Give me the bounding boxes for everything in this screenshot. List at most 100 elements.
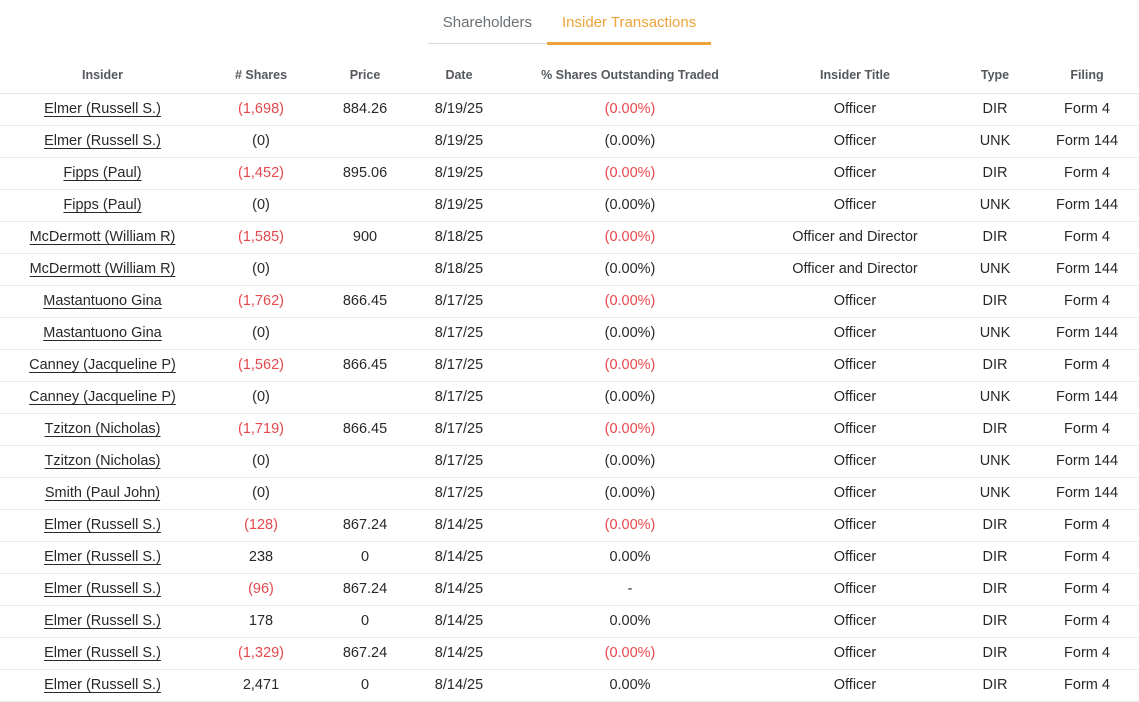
price-value: 866.45 [342, 293, 388, 309]
filing-cell: Form 144 [1035, 252, 1139, 285]
column-header-price: Price [317, 47, 413, 94]
filing-value: Form 4 [1064, 549, 1110, 565]
pct-cell: (0.00%) [505, 476, 755, 509]
shares-cell: 2,471 [205, 668, 317, 702]
tab-shareholders[interactable]: Shareholders [442, 14, 532, 31]
title-cell: Officer [755, 124, 955, 157]
insider-link[interactable]: Elmer (Russell S.) [44, 645, 161, 661]
pct-cell: (0.00%) [505, 93, 755, 125]
date-value: 8/17/25 [434, 357, 484, 373]
insider-cell: McDermott (William R) [0, 252, 205, 285]
title-cell: Officer [755, 284, 955, 317]
shares-cell: (0) [205, 444, 317, 477]
price-cell: 884.26 [317, 93, 413, 125]
shares-cell: (1,452) [205, 156, 317, 189]
shares-cell: 178 [205, 604, 317, 637]
date-value: 8/14/25 [434, 677, 484, 693]
shares-value: 2,471 [242, 677, 280, 693]
type-cell: DIR [955, 668, 1035, 702]
date-cell: 8/17/25 [413, 444, 505, 477]
title-cell: Officer and Director [755, 252, 955, 285]
type-cell: DIR [955, 604, 1035, 637]
shares-cell: (0) [205, 124, 317, 157]
pct-value: (0.00%) [604, 421, 656, 437]
price-cell [317, 252, 413, 285]
filing-cell: Form 4 [1035, 604, 1139, 637]
pct-value: (0.00%) [604, 389, 656, 405]
date-cell: 8/14/25 [413, 636, 505, 669]
insider-cell: Elmer (Russell S.) [0, 93, 205, 125]
insider-link[interactable]: Tzitzon (Nicholas) [44, 453, 161, 469]
pct-value: (0.00%) [604, 453, 656, 469]
date-cell: 8/18/25 [413, 220, 505, 253]
type-value: DIR [982, 677, 1008, 693]
insider-link[interactable]: Canney (Jacqueline P) [29, 357, 176, 373]
insider-link[interactable]: Mastantuono Gina [43, 293, 162, 309]
title-cell: Officer [755, 316, 955, 349]
type-cell: DIR [955, 540, 1035, 573]
type-value: DIR [982, 101, 1008, 117]
price-value: 866.45 [342, 357, 388, 373]
table-row: Elmer (Russell S.) 178 0 8/14/25 0.00% Office… [0, 604, 1139, 637]
insider-cell: McDermott (William R) [0, 220, 205, 253]
filing-value: Form 144 [1055, 325, 1119, 341]
insider-link[interactable]: Elmer (Russell S.) [44, 133, 161, 149]
filing-cell: Form 144 [1035, 124, 1139, 157]
shares-cell: (96) [205, 572, 317, 605]
shares-value: (0) [252, 261, 270, 277]
insider-link[interactable]: Fipps (Paul) [63, 165, 142, 181]
insider-link[interactable]: Smith (Paul John) [44, 485, 161, 501]
table-row: McDermott (William R) (1,585) 900 8/18/25 (0… [0, 220, 1139, 253]
insider-link[interactable]: Elmer (Russell S.) [44, 517, 161, 533]
pct-value: (0.00%) [604, 133, 656, 149]
type-cell: DIR [955, 284, 1035, 317]
column-header-shares: # Shares [205, 47, 317, 94]
date-value: 8/17/25 [434, 389, 484, 405]
price-value: 0 [360, 677, 370, 693]
type-cell: DIR [955, 508, 1035, 541]
table-header-row: Insider # Shares Price Date% Shares Outstan… [0, 47, 1139, 94]
shares-cell: (1,762) [205, 284, 317, 317]
date-value: 8/19/25 [434, 165, 484, 181]
type-cell: DIR [955, 156, 1035, 189]
insider-link[interactable]: Fipps (Paul) [63, 197, 142, 213]
insider-link[interactable]: Elmer (Russell S.) [44, 101, 161, 117]
insider-link[interactable]: Elmer (Russell S.) [44, 549, 161, 565]
title-value: Officer [833, 613, 877, 629]
insider-link[interactable]: McDermott (William R) [29, 261, 176, 277]
price-cell [317, 444, 413, 477]
title-cell: Officer [755, 572, 955, 605]
tab-insider-transactions[interactable]: Insider Transactions [547, 7, 712, 45]
insider-link[interactable]: Tzitzon (Nicholas) [44, 421, 161, 437]
insider-link[interactable]: Mastantuono Gina [43, 325, 162, 341]
date-value: 8/19/25 [434, 133, 484, 149]
date-cell: 8/14/25 [413, 508, 505, 541]
title-cell: Officer [755, 380, 955, 413]
insider-link[interactable]: Elmer (Russell S.) [44, 613, 161, 629]
pct-value: 0.00% [609, 549, 651, 565]
date-value: 8/14/25 [434, 517, 484, 533]
filing-cell: Form 144 [1035, 380, 1139, 413]
type-value: DIR [982, 613, 1008, 629]
pct-value: (0.00%) [604, 229, 656, 245]
pct-cell: 0.00% [505, 668, 755, 702]
type-cell: DIR [955, 348, 1035, 381]
filing-value: Form 4 [1064, 421, 1110, 437]
insider-link[interactable]: Elmer (Russell S.) [44, 581, 161, 597]
shares-cell: (0) [205, 252, 317, 285]
title-cell: Officer [755, 508, 955, 541]
type-cell: UNK [955, 380, 1035, 413]
insider-link[interactable]: McDermott (William R) [29, 229, 176, 245]
column-header-title: Insider Title [755, 47, 955, 94]
insider-cell: Elmer (Russell S.) [0, 572, 205, 605]
title-value: Officer [833, 293, 877, 309]
filing-value: Form 4 [1064, 357, 1110, 373]
insider-link[interactable]: Canney (Jacqueline P) [29, 389, 176, 405]
shares-cell: (1,698) [205, 93, 317, 125]
title-cell: Officer [755, 540, 955, 573]
price-value: 884.26 [342, 101, 388, 117]
shares-cell: (1,562) [205, 348, 317, 381]
insider-cell: Elmer (Russell S.) [0, 508, 205, 541]
price-cell: 0 [317, 604, 413, 637]
insider-link[interactable]: Elmer (Russell S.) [44, 677, 161, 693]
